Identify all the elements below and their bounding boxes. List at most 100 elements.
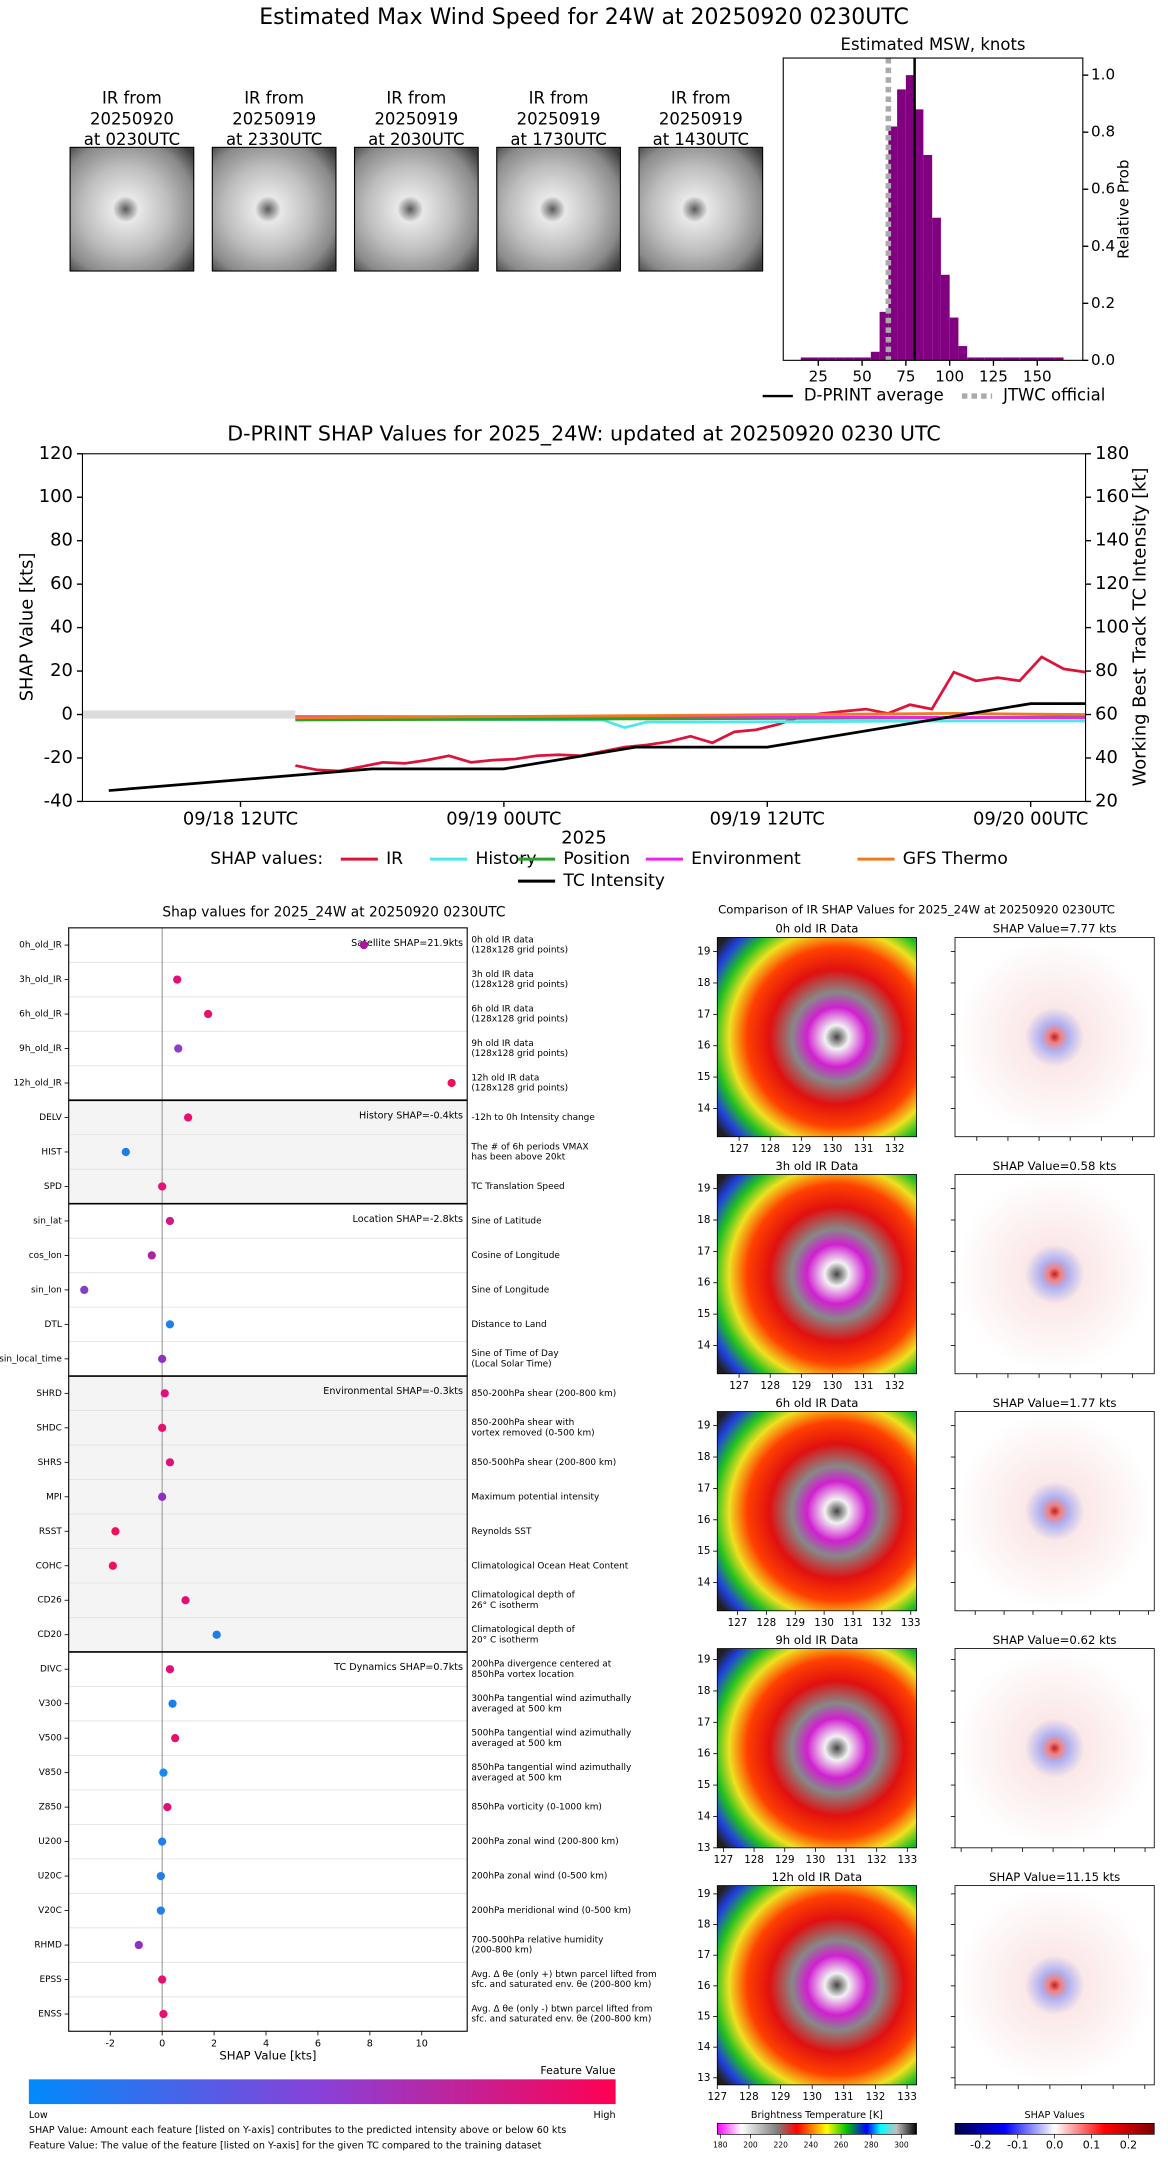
y-tick-label: 19: [697, 1888, 710, 1900]
feature-description: Climatological depth of: [471, 1625, 575, 1635]
thumbnail-label: at 1730UTC: [510, 130, 606, 149]
y-tick-label: 13: [697, 1842, 710, 1854]
feature-description: averaged at 500 km: [471, 1704, 562, 1714]
x-tick-label: 128: [760, 1143, 780, 1155]
bar: [905, 75, 915, 361]
x-tick-label: 131: [834, 2091, 854, 2103]
y-tick-label: 60: [50, 573, 73, 594]
feature-description: 850-500hPa shear (200-800 km): [471, 1458, 616, 1468]
y-tick-label: 15: [697, 1545, 710, 1557]
thumbnail-label: at 1430UTC: [653, 130, 749, 149]
bar: [949, 317, 959, 361]
feature-description: Avg. Δ θe (only +) btwn parcel lifted fr…: [471, 1970, 656, 1980]
colorbar-low: Low: [29, 2110, 48, 2121]
bar: [932, 217, 941, 361]
legend-label: D-PRINT average: [804, 386, 944, 405]
bar: [897, 89, 906, 361]
x-tick-label: 131: [836, 1854, 856, 1866]
x-tick-label: 133: [897, 2091, 917, 2103]
thumbnail-label: at 0230UTC: [84, 130, 180, 149]
feature-name: SPD: [44, 1182, 62, 1192]
x-tick-label: 131: [854, 1143, 874, 1155]
feature-dot: [156, 1906, 165, 1915]
x-tick-label: 2: [211, 2039, 217, 2050]
y-tick-label: 18: [697, 1451, 710, 1463]
y-axis-label: SHAP Value [kts]: [16, 553, 37, 702]
y-tick-label: 14: [697, 1810, 710, 1822]
bar: [1046, 357, 1055, 361]
feature-name: V500: [39, 1734, 62, 1744]
y-tick-label: 17: [697, 1245, 710, 1257]
ir-image: [716, 1411, 917, 1612]
bar: [984, 357, 994, 361]
feature-dot: [134, 1940, 143, 1950]
feature-dot: [121, 1147, 130, 1157]
series-line: [295, 712, 1086, 720]
bar: [975, 357, 985, 361]
shap-panel-title: SHAP Value=7.77 kts: [993, 922, 1117, 936]
y-tick-label: 16: [697, 1040, 710, 1052]
feature-dot: [158, 1423, 167, 1432]
x-tick-label: 127: [707, 2091, 727, 2103]
feature-dot: [165, 1216, 175, 1226]
bar: [1028, 357, 1038, 361]
bar: [940, 274, 950, 361]
feature-dot: [173, 975, 182, 984]
feature-dot: [165, 1665, 175, 1674]
y-tick-label: 14: [697, 1340, 710, 1352]
group-label: History SHAP=-0.4kts: [359, 1110, 463, 1121]
y-tick-label: 18: [697, 1685, 710, 1697]
x-tick-label: 100: [935, 367, 964, 385]
y-tick-label: 17: [697, 1716, 710, 1728]
x-tick-label: 75: [896, 367, 915, 385]
y-tick-label: 17: [697, 1949, 710, 1961]
x-tick-label: 128: [757, 1617, 777, 1629]
series-line: [108, 702, 1086, 792]
colorbar-tick-label: 280: [864, 2140, 879, 2149]
feature-colorbar: [28, 2079, 616, 2105]
y-tick-label: -20: [44, 747, 73, 768]
feature-description: Maximum potential intensity: [471, 1492, 600, 1502]
feature-description: Reynolds SST: [471, 1527, 532, 1537]
feature-description: Climatological depth of: [471, 1591, 575, 1601]
colorbar-tick-label: 300: [894, 2140, 909, 2149]
ir-image: [716, 1174, 917, 1375]
y-tick-label: 16: [697, 1514, 710, 1526]
bar: [809, 357, 819, 361]
colorbar: [716, 2122, 917, 2135]
x-tick-label: 130: [823, 1143, 843, 1155]
ir-panel-title: 12h old IR Data: [772, 1870, 862, 1884]
y-tick-label: 18: [697, 1919, 710, 1931]
feature-dot: [158, 1837, 167, 1846]
thumbnail-label: IR from: [102, 89, 162, 108]
y-tick-label: 16: [697, 1980, 710, 1992]
x-tick-label: 130: [802, 2091, 822, 2103]
group-label: Satellite SHAP=21.9kts: [351, 938, 463, 949]
x-axis-label: 2025: [561, 828, 606, 849]
bar: [993, 357, 1003, 361]
feature-description: 3h old IR data: [471, 970, 533, 980]
feature-dot: [156, 1871, 165, 1881]
feature-dot: [111, 1527, 120, 1536]
feature-name: SHRS: [38, 1458, 63, 1468]
feature-name: cos_lon: [29, 1251, 62, 1261]
y2-tick-label: 40: [1095, 747, 1118, 768]
thumbnail-label: at 2030UTC: [368, 130, 464, 149]
feature-description: 200hPa divergence centered at: [471, 1660, 611, 1670]
x-tick-label: 131: [854, 1380, 874, 1392]
shap-panel-title: SHAP Value=11.15 kts: [989, 1870, 1120, 1884]
feature-description: (128x128 grid points): [471, 1015, 568, 1025]
x-tick-label: 0: [159, 2039, 165, 2050]
chart-title: D-PRINT SHAP Values for 2025_24W: update…: [227, 422, 941, 447]
feature-dot: [163, 1803, 172, 1812]
ir-image: [716, 1648, 917, 1849]
x-tick-label: 127: [729, 1143, 749, 1155]
legend-label: IR: [386, 849, 403, 869]
x-tick-label: 09/19 00UTC: [446, 808, 561, 829]
bar: [1019, 357, 1029, 361]
feature-description: Sine of Latitude: [471, 1216, 542, 1226]
y-tick-label: 0.6: [1091, 180, 1115, 198]
feature-description: averaged at 500 km: [471, 1739, 562, 1749]
x-tick-label: 130: [806, 1854, 826, 1866]
y-tick-label: 18: [697, 977, 710, 989]
